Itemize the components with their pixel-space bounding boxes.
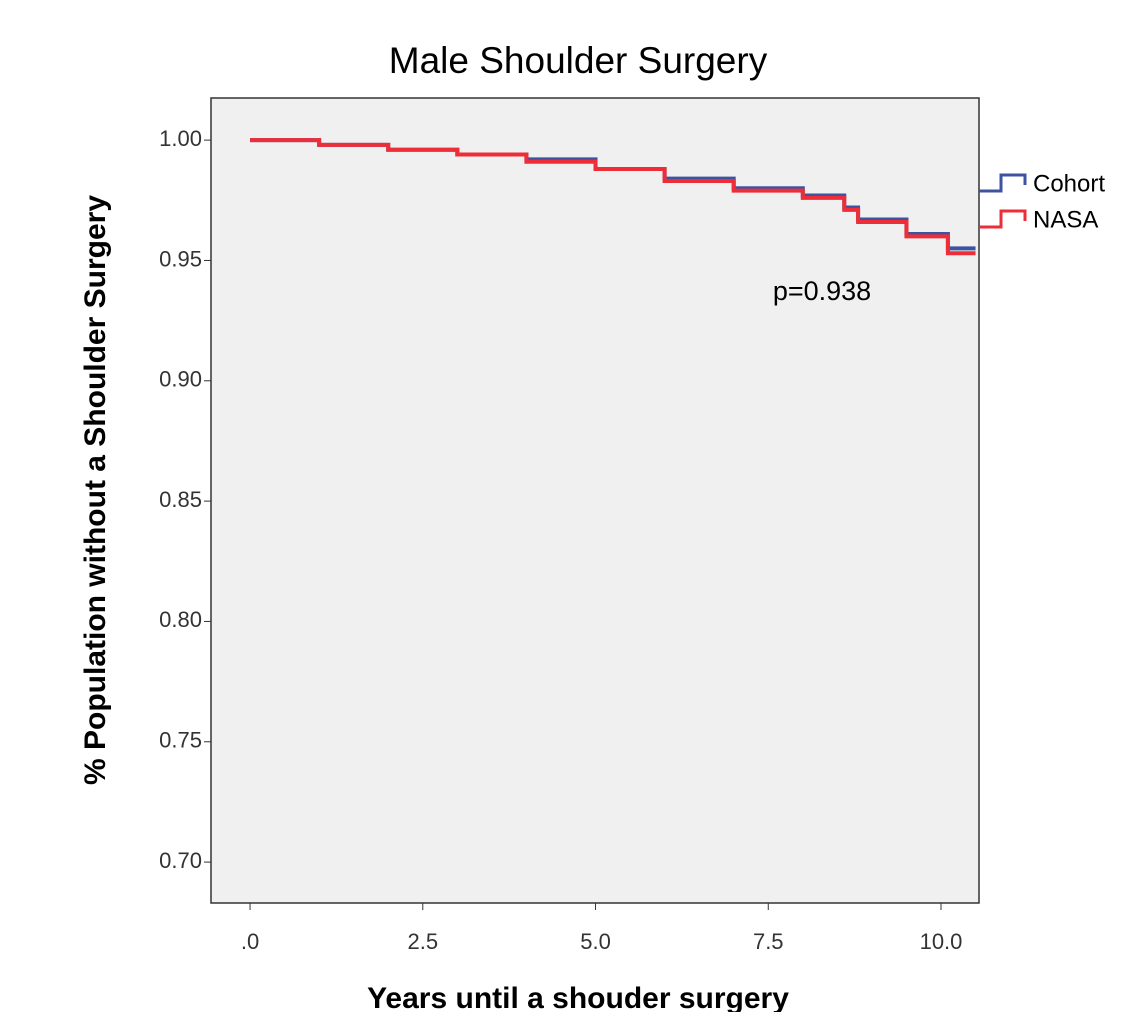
- chart-title: Male Shoulder Surgery: [389, 40, 768, 81]
- legend-swatch: [979, 173, 1027, 193]
- x-tick-label: 7.5: [753, 929, 784, 954]
- y-tick-label: 0.70: [159, 848, 202, 873]
- y-tick-label: 0.85: [159, 487, 202, 512]
- x-axis-label: Years until a shouder surgery: [367, 982, 789, 1012]
- legend-swatch: [979, 209, 1027, 229]
- legend-label: NASA: [1033, 206, 1098, 233]
- legend-label: Cohort: [1033, 170, 1105, 197]
- plot-area: [210, 97, 980, 904]
- x-tick-label: 10.0: [920, 929, 963, 954]
- y-axis-label: % Population without a Shoulder Surgery: [79, 195, 112, 785]
- x-tick-label: 2.5: [407, 929, 438, 954]
- y-tick-label: 0.95: [159, 246, 202, 271]
- annotation: p=0.938: [773, 276, 871, 306]
- y-tick-label: 1.00: [159, 126, 202, 151]
- y-tick-label: 0.90: [159, 367, 202, 392]
- y-tick-label: 0.80: [159, 607, 202, 632]
- x-tick-label: .0: [241, 929, 259, 954]
- y-tick-label: 0.75: [159, 728, 202, 753]
- x-tick-label: 5.0: [580, 929, 611, 954]
- survival-line: [250, 138, 976, 256]
